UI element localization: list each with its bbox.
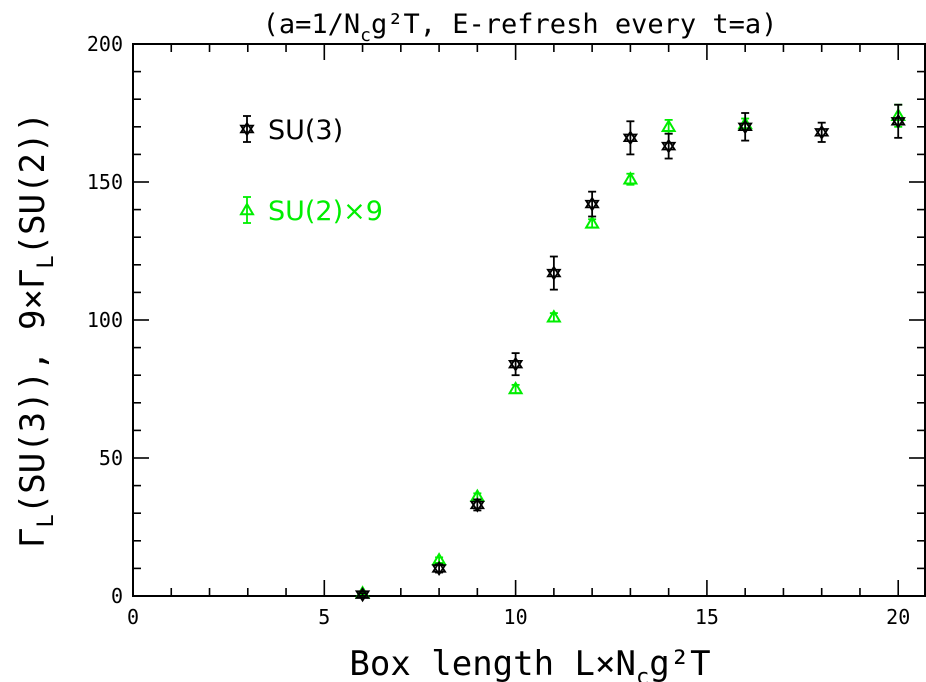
marker-part <box>814 128 830 140</box>
data-point <box>737 119 753 135</box>
data-point <box>546 309 562 323</box>
marker-part <box>239 121 255 134</box>
marker-part <box>890 113 906 126</box>
data-point <box>622 171 639 185</box>
y-axis-title: ΓL(SU(3)), 9×ΓL(SU(2)) <box>13 112 59 548</box>
marker-part <box>622 133 639 146</box>
y-tick-label: 200 <box>87 32 123 56</box>
x-axis-title: Box length L×Ncg²T <box>349 644 710 682</box>
marker-part <box>584 196 600 209</box>
marker-part <box>546 268 562 281</box>
data-point <box>584 215 600 229</box>
data-point <box>660 118 677 132</box>
legend-entry: SU(2)×9 <box>239 196 383 227</box>
marker-part <box>507 359 524 372</box>
legend-marker <box>239 121 255 137</box>
data-point <box>507 381 524 395</box>
legend-marker <box>239 202 255 216</box>
marker-part <box>661 141 677 154</box>
data-point <box>431 560 447 577</box>
data-point <box>546 265 562 281</box>
series-su3 <box>354 103 906 603</box>
legend-entry: SU(3) <box>239 115 343 146</box>
x-tick-label: 0 <box>127 605 139 629</box>
marker-part <box>239 124 255 137</box>
marker-part <box>661 138 677 151</box>
series-layer <box>354 103 906 603</box>
marker-part <box>814 124 830 137</box>
marker-part <box>890 117 906 129</box>
data-point <box>622 130 639 146</box>
data-point <box>890 113 906 129</box>
series-su2 <box>354 103 906 599</box>
data-point <box>469 497 485 513</box>
marker-part <box>469 500 485 513</box>
marker-part <box>737 122 753 135</box>
y-tick-label: 100 <box>87 308 123 332</box>
data-point <box>354 586 371 603</box>
chart-title: (a=1/Ncg²T, E-refresh every t=a) <box>263 9 778 46</box>
legend: SU(3) SU(2)×9 <box>239 115 383 227</box>
marker-part <box>354 586 371 599</box>
x-tick-label: 10 <box>504 605 528 629</box>
marker-part <box>584 199 600 212</box>
legend-label: SU(3) <box>268 115 343 146</box>
marker-part <box>354 590 371 603</box>
y-tick-label: 150 <box>87 170 123 194</box>
legend-label: SU(2)×9 <box>268 196 383 227</box>
marker-part <box>469 497 485 510</box>
x-tick-label: 15 <box>695 605 719 629</box>
y-tick-label: 0 <box>111 584 123 608</box>
x-tick-label: 5 <box>318 605 330 629</box>
y-tick-label: 50 <box>99 446 123 470</box>
marker-part <box>737 119 753 132</box>
marker-part <box>622 130 639 143</box>
marker-part <box>546 265 562 278</box>
x-tick-label: 20 <box>886 605 910 629</box>
marker-part <box>507 356 524 369</box>
marker-part <box>431 564 447 577</box>
data-point <box>584 196 600 212</box>
marker-part <box>431 560 447 573</box>
data-point <box>661 138 677 154</box>
data-point <box>507 356 524 372</box>
data-point <box>814 124 830 140</box>
